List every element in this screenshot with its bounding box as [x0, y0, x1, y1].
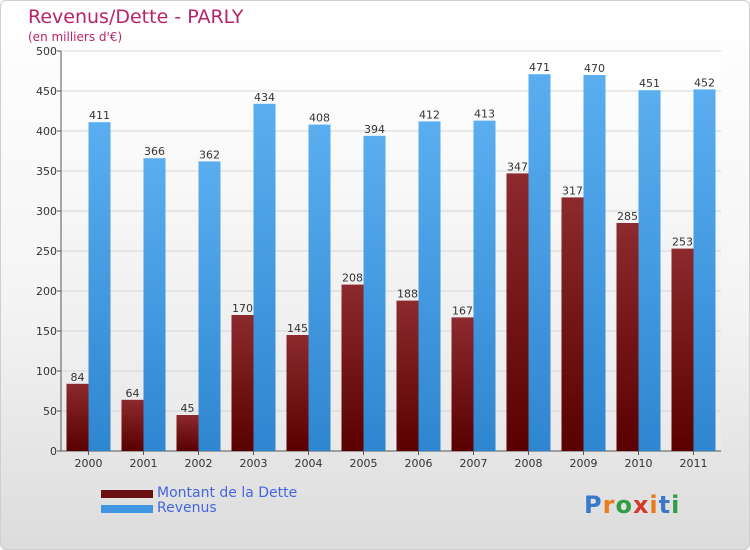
data-label: 167	[452, 304, 473, 317]
data-label: 170	[232, 302, 253, 315]
bar-revenus	[418, 121, 441, 452]
data-label: 347	[507, 160, 528, 173]
data-label: 470	[584, 62, 605, 75]
bar-revenus	[308, 124, 331, 451]
bar-revenus	[473, 120, 496, 451]
logo-letter: r	[602, 491, 616, 519]
y-tick-label: 50	[43, 405, 57, 418]
data-label: 394	[364, 123, 385, 136]
x-tick-label: 2009	[570, 457, 598, 470]
bar-dette	[231, 315, 254, 451]
data-label: 411	[89, 109, 110, 122]
bar-revenus	[253, 103, 276, 452]
data-label: 452	[694, 76, 715, 89]
x-tick-label: 2008	[515, 457, 543, 470]
bar-revenus	[143, 158, 166, 451]
legend-label-revenus: Revenus	[157, 500, 217, 516]
data-label: 366	[144, 145, 165, 158]
bar-revenus	[583, 75, 606, 451]
bar-dette	[66, 383, 89, 451]
x-tick-label: 2002	[185, 457, 213, 470]
data-label: 285	[617, 210, 638, 223]
data-label: 434	[254, 91, 275, 104]
y-tick-label: 450	[36, 85, 57, 98]
x-tick-label: 2006	[405, 457, 433, 470]
y-tick-label: 250	[36, 245, 57, 258]
bar-revenus	[88, 122, 111, 451]
bar-dette	[176, 415, 199, 451]
y-tick-label: 300	[36, 205, 57, 218]
data-label: 188	[397, 288, 418, 301]
logo-letter: o	[615, 491, 633, 519]
legend-swatch-revenus	[101, 505, 153, 513]
data-label: 84	[71, 371, 85, 384]
logo-letter: P	[584, 491, 603, 519]
data-label: 317	[562, 184, 583, 197]
data-label: 145	[287, 322, 308, 335]
x-tick-label: 2011	[680, 457, 708, 470]
y-tick-label: 100	[36, 365, 57, 378]
x-tick-label: 2010	[625, 457, 653, 470]
x-tick-label: 2004	[295, 457, 323, 470]
logo-letter: i	[649, 491, 659, 519]
x-tick-label: 2000	[75, 457, 103, 470]
y-tick-label: 0	[50, 445, 57, 458]
data-label: 208	[342, 272, 363, 285]
data-label: 412	[419, 108, 440, 121]
x-tick-label: 2007	[460, 457, 488, 470]
proxiti-logo: Proxiti	[584, 491, 680, 519]
bar-dette	[121, 399, 144, 451]
y-tick-label: 400	[36, 125, 57, 138]
bar-revenus	[363, 135, 386, 452]
bar-dette	[286, 335, 309, 451]
bar-dette	[506, 173, 529, 451]
chart-subtitle: (en milliers d'€)	[28, 30, 123, 44]
legend-label-dette: Montant de la Dette	[157, 485, 298, 501]
logo-letter: t	[658, 491, 672, 519]
bar-dette	[396, 300, 419, 451]
bar-revenus	[693, 89, 716, 452]
data-label: 413	[474, 108, 495, 121]
data-label: 451	[639, 77, 660, 90]
bar-revenus	[638, 90, 661, 451]
logo-letter: x	[632, 491, 650, 519]
bar-dette	[671, 248, 694, 451]
bar-dette	[561, 197, 584, 451]
bar-dette	[451, 317, 474, 451]
y-tick-label: 500	[36, 45, 57, 58]
chart-title: Revenus/Dette - PARLY	[28, 6, 244, 28]
bar-revenus	[198, 161, 221, 451]
data-label: 45	[181, 402, 195, 415]
y-tick-label: 200	[36, 285, 57, 298]
data-label: 64	[126, 387, 140, 400]
legend-swatch-dette	[101, 490, 153, 498]
bar-dette	[341, 284, 364, 451]
y-tick-label: 150	[36, 325, 57, 338]
x-tick-label: 2005	[350, 457, 378, 470]
bar-revenus	[528, 74, 551, 451]
y-tick-label: 350	[36, 165, 57, 178]
x-tick-label: 2003	[240, 457, 268, 470]
logo-letter: i	[671, 491, 681, 519]
data-label: 471	[529, 61, 550, 74]
data-label: 362	[199, 148, 220, 161]
x-tick-label: 2001	[130, 457, 158, 470]
data-label: 253	[672, 236, 693, 249]
bar-dette	[616, 223, 639, 451]
data-label: 408	[309, 112, 330, 125]
